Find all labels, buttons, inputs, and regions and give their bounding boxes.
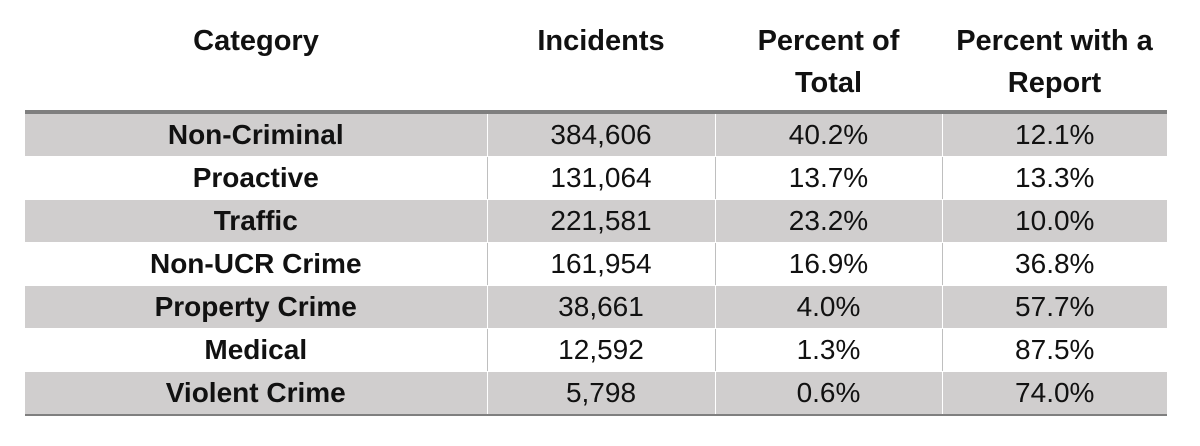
cell-incidents: 38,661	[486, 285, 715, 329]
cell-incidents: 384,606	[486, 112, 715, 157]
cell-category: Medical	[25, 328, 487, 372]
cell-percent-of-total: 4.0%	[714, 285, 942, 329]
cell-category: Traffic	[25, 199, 487, 243]
table-row: Medical 12,592 1.3% 87.5%	[25, 328, 1167, 372]
cell-percent-with-report: 36.8%	[941, 242, 1167, 286]
cell-percent-with-report: 10.0%	[941, 199, 1167, 243]
cell-incidents: 5,798	[486, 371, 715, 416]
table-body: Non-Criminal 384,606 40.2% 12.1% Proacti…	[25, 112, 1167, 416]
cell-incidents: 131,064	[486, 156, 715, 200]
cell-incidents: 161,954	[486, 242, 715, 286]
cell-incidents: 221,581	[486, 199, 715, 243]
cell-percent-with-report: 13.3%	[941, 156, 1167, 200]
header-incidents: Incidents	[487, 0, 715, 114]
cell-incidents: 12,592	[486, 328, 715, 372]
cell-percent-of-total: 0.6%	[714, 371, 942, 416]
cell-category: Proactive	[25, 156, 487, 200]
table-row: Traffic 221,581 23.2% 10.0%	[25, 199, 1167, 243]
cell-percent-with-report: 74.0%	[941, 371, 1167, 416]
table-header: Category Incidents Percent of Total Perc…	[25, 0, 1167, 114]
cell-category: Non-UCR Crime	[25, 242, 487, 286]
table-row: Violent Crime 5,798 0.6% 74.0%	[25, 371, 1167, 416]
cell-percent-with-report: 57.7%	[941, 285, 1167, 329]
table-row: Proactive 131,064 13.7% 13.3%	[25, 156, 1167, 200]
table-row: Non-UCR Crime 161,954 16.9% 36.8%	[25, 242, 1167, 286]
table-row: Non-Criminal 384,606 40.2% 12.1%	[25, 112, 1167, 157]
incident-table-container: Category Incidents Percent of Total Perc…	[25, 0, 1167, 416]
cell-category: Non-Criminal	[25, 112, 487, 157]
cell-percent-of-total: 1.3%	[714, 328, 942, 372]
header-percent-of-total: Percent of Total	[715, 0, 942, 114]
incident-category-table: Category Incidents Percent of Total Perc…	[25, 0, 1167, 416]
cell-percent-of-total: 16.9%	[714, 242, 942, 286]
cell-percent-with-report: 87.5%	[941, 328, 1167, 372]
header-category: Category	[25, 0, 487, 114]
cell-category: Property Crime	[25, 285, 487, 329]
cell-category: Violent Crime	[25, 371, 487, 416]
cell-percent-with-report: 12.1%	[941, 112, 1167, 157]
cell-percent-of-total: 23.2%	[714, 199, 942, 243]
table-row: Property Crime 38,661 4.0% 57.7%	[25, 285, 1167, 329]
header-row: Category Incidents Percent of Total Perc…	[25, 0, 1167, 114]
cell-percent-of-total: 40.2%	[714, 112, 942, 157]
cell-percent-of-total: 13.7%	[714, 156, 942, 200]
header-percent-with-report: Percent with a Report	[942, 0, 1167, 114]
